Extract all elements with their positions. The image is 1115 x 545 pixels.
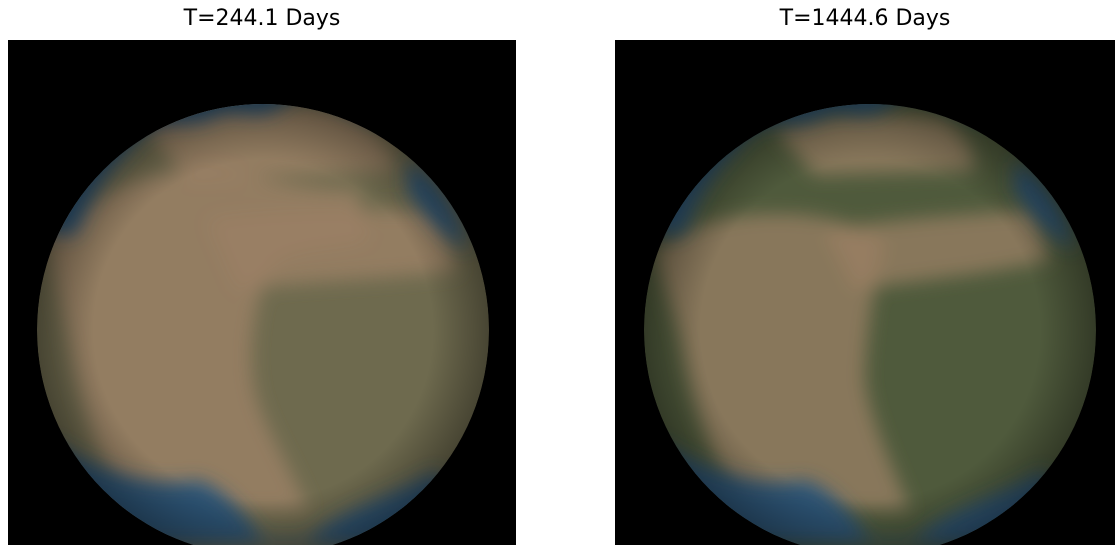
planet-panel-left: T=244.1 Days (8, 0, 516, 545)
panel-title: T=244.1 Days (183, 6, 341, 31)
panel-title: T=1444.6 Days (779, 6, 951, 31)
planet-image-frame (615, 40, 1115, 545)
planet-panel-right: T=1444.6 Days (615, 0, 1115, 545)
planet-image (8, 40, 516, 545)
planet-image-frame (8, 40, 516, 545)
planet-image (615, 40, 1115, 545)
